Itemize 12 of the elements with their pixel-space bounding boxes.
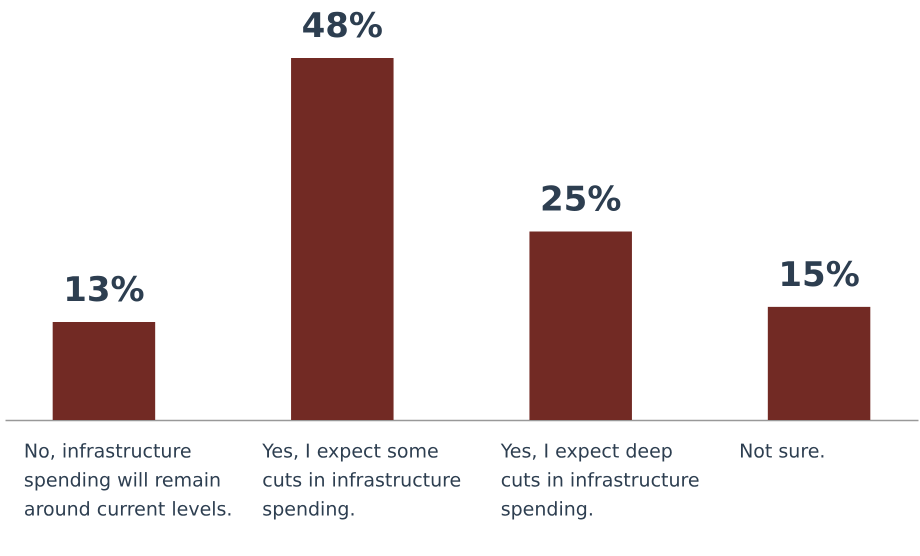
x-tick-label: Not sure. [739, 440, 826, 462]
bar [529, 231, 632, 420]
x-tick-label: No, infrastructure spending will remain around current levels. [24, 440, 232, 520]
x-tick-label: Yes, I expect deep cuts in infrastructure spending. [500, 440, 700, 520]
data-label: 48% [302, 6, 384, 46]
data-label: 25% [540, 179, 622, 220]
bar [291, 58, 394, 420]
data-label: 15% [778, 254, 860, 295]
bar [768, 306, 870, 420]
bar [52, 322, 156, 420]
data-label: 13% [63, 270, 145, 310]
x-tick-label: Yes, I expect some cuts in infrastructure spending. [261, 440, 462, 520]
